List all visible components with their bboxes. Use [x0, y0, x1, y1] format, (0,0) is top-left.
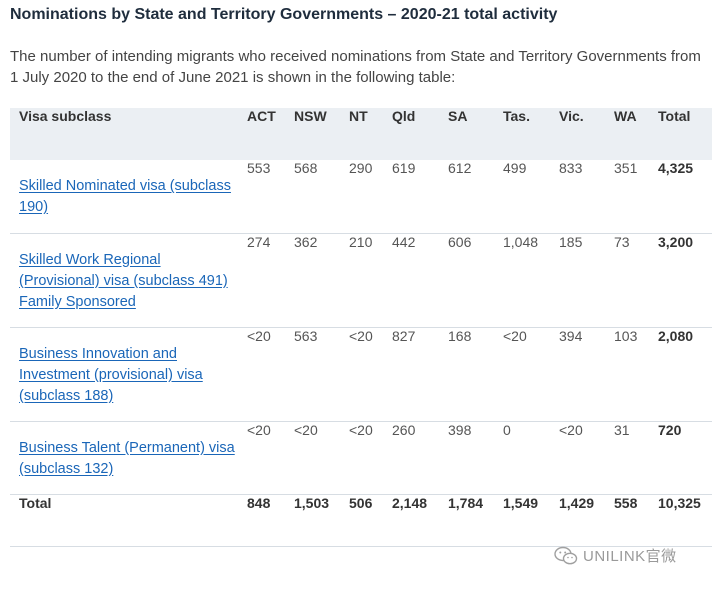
value-cell-wa: 351	[614, 160, 638, 176]
value-cell-total: 3,200	[658, 233, 694, 250]
nominations-table: Visa subclass ACT NSW NT Qld SA Tas. Vic…	[10, 108, 712, 547]
value-cell-qld: 260	[392, 421, 416, 438]
visa-link-subclass-132[interactable]: Business Talent (Permanent) visa (subcla…	[19, 439, 235, 477]
column-header-nsw: NSW	[294, 108, 327, 124]
total-cell-tas: 1,549	[503, 494, 539, 511]
total-cell-nt: 506	[349, 494, 373, 511]
column-header-sa: SA	[448, 108, 468, 124]
visa-cell: Business Talent (Permanent) visa (subcla…	[10, 421, 238, 494]
total-cell-act: 848	[247, 494, 271, 511]
value-cell-act: <20	[247, 421, 271, 438]
visa-link-subclass-190[interactable]: Skilled Nominated visa (subclass 190)	[19, 178, 231, 215]
visa-link-subclass-491[interactable]: Skilled Work Regional (Provisional) visa…	[19, 251, 228, 310]
value-cell-vic: 185	[559, 233, 583, 250]
column-header-act: ACT	[247, 108, 276, 124]
value-cell-nt: 210	[349, 233, 373, 250]
visa-cell: Skilled Nominated visa (subclass 190)	[10, 160, 238, 233]
total-cell-grand-total: 10,325	[658, 494, 701, 511]
watermark-text: UNILINK官微	[583, 548, 677, 565]
column-header-tas: Tas.	[503, 108, 530, 124]
value-cell-vic: <20	[559, 421, 583, 438]
column-header-visa-subclass: Visa subclass	[19, 108, 112, 124]
value-cell-vic: 833	[559, 160, 583, 176]
table-row: Business Talent (Permanent) visa (subcla…	[10, 421, 712, 494]
total-cell-nsw: 1,503	[294, 494, 330, 511]
value-cell-sa: 612	[448, 160, 472, 176]
value-cell-tas: <20	[503, 327, 527, 344]
table-row: Skilled Work Regional (Provisional) visa…	[10, 233, 712, 327]
value-cell-qld: 619	[392, 160, 416, 176]
value-cell-vic: 394	[559, 327, 583, 344]
value-cell-nsw: 563	[294, 327, 318, 344]
value-cell-total: 2,080	[658, 327, 694, 344]
value-cell-tas: 499	[503, 160, 527, 176]
value-cell-qld: 827	[392, 327, 416, 344]
total-cell-wa: 558	[614, 494, 638, 511]
value-cell-tas: 0	[503, 421, 511, 438]
column-header-nt: NT	[349, 108, 368, 124]
table-total-row: Total 848 1,503 506 2,148 1,784 1,549 1,…	[10, 494, 712, 546]
value-cell-nt: 290	[349, 160, 373, 176]
wechat-icon	[554, 546, 578, 566]
value-cell-nsw: 362	[294, 233, 318, 250]
value-cell-tas: 1,048	[503, 233, 539, 250]
table-row: Business Innovation and Investment (prov…	[10, 327, 712, 421]
table-header-row: Visa subclass ACT NSW NT Qld SA Tas. Vic…	[10, 108, 712, 160]
value-cell-wa: 31	[614, 421, 630, 438]
value-cell-nt: <20	[349, 327, 373, 344]
value-cell-wa: 103	[614, 327, 638, 344]
value-cell-nt: <20	[349, 421, 373, 438]
column-header-total: Total	[658, 108, 691, 124]
visa-cell: Skilled Work Regional (Provisional) visa…	[10, 233, 238, 327]
visa-link-subclass-188[interactable]: Business Innovation and Investment (prov…	[19, 345, 203, 404]
column-header-wa: WA	[614, 108, 637, 124]
visa-cell: Business Innovation and Investment (prov…	[10, 327, 238, 421]
total-row-label: Total	[19, 494, 52, 511]
intro-paragraph: The number of intending migrants who rec…	[10, 48, 701, 86]
total-cell-qld: 2,148	[392, 494, 428, 511]
value-cell-total: 4,325	[658, 160, 694, 176]
watermark: UNILINK官微	[554, 545, 677, 566]
value-cell-sa: 606	[448, 233, 472, 250]
total-cell-sa: 1,784	[448, 494, 484, 511]
value-cell-act: 553	[247, 160, 271, 176]
value-cell-nsw: <20	[294, 421, 318, 438]
table-row: Skilled Nominated visa (subclass 190) 55…	[10, 160, 712, 233]
value-cell-act: 274	[247, 233, 271, 250]
column-header-vic: Vic.	[559, 108, 584, 124]
page-title: Nominations by State and Territory Gover…	[10, 6, 558, 23]
total-cell-vic: 1,429	[559, 494, 595, 511]
value-cell-sa: 168	[448, 327, 472, 344]
value-cell-nsw: 568	[294, 160, 318, 176]
column-header-qld: Qld	[392, 108, 416, 124]
value-cell-sa: 398	[448, 421, 472, 438]
value-cell-act: <20	[247, 327, 271, 344]
value-cell-wa: 73	[614, 233, 630, 250]
value-cell-total: 720	[658, 421, 682, 438]
value-cell-qld: 442	[392, 233, 416, 250]
